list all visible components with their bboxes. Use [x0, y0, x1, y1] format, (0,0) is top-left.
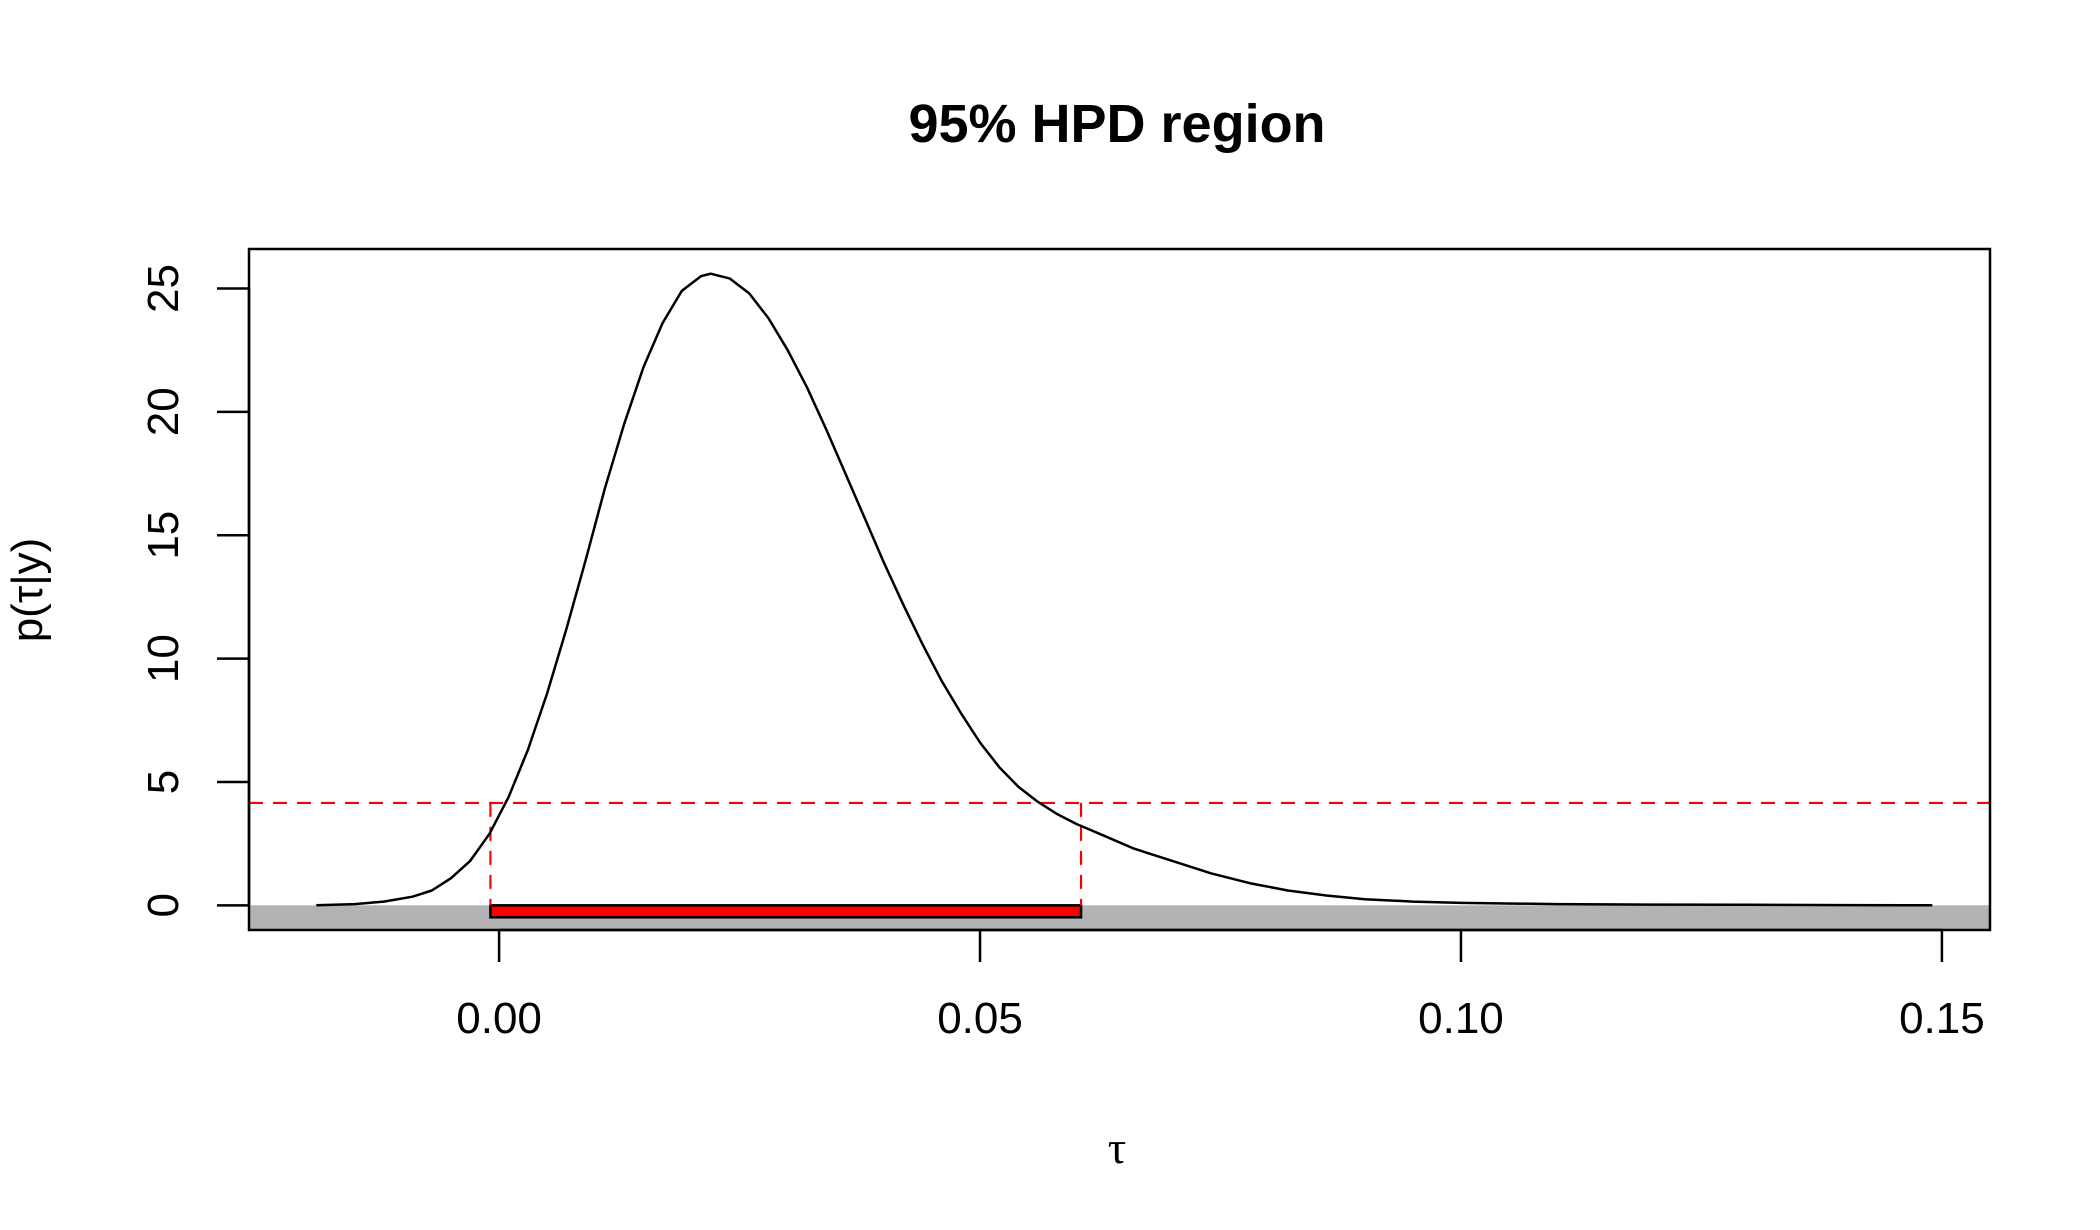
y-tick-label: 25 [139, 264, 188, 313]
x-axis: 0.00 0.05 0.10 0.15 [456, 928, 1985, 1043]
y-tick-label: 15 [139, 511, 188, 560]
chart-title: 95% HPD region [908, 94, 1325, 154]
y-tick-label: 20 [139, 387, 188, 436]
x-tick-label: 0.10 [1418, 994, 1504, 1043]
plot-frame [247, 247, 1992, 932]
y-tick-label: 0 [139, 893, 188, 917]
y-tick-label: 10 [139, 634, 188, 683]
x-tick-label: 0.05 [937, 994, 1023, 1043]
y-tick-label: 5 [139, 770, 188, 794]
x-tick-label: 0.15 [1899, 994, 1985, 1043]
x-axis-label: τ [1108, 1122, 1127, 1173]
y-axis: 0 5 10 15 20 25 [139, 264, 251, 918]
x-tick-label: 0.00 [456, 994, 542, 1043]
y-axis-label: p(τ|y) [3, 538, 52, 643]
density-curve [316, 272, 1933, 907]
hpd-bar [489, 904, 1083, 919]
